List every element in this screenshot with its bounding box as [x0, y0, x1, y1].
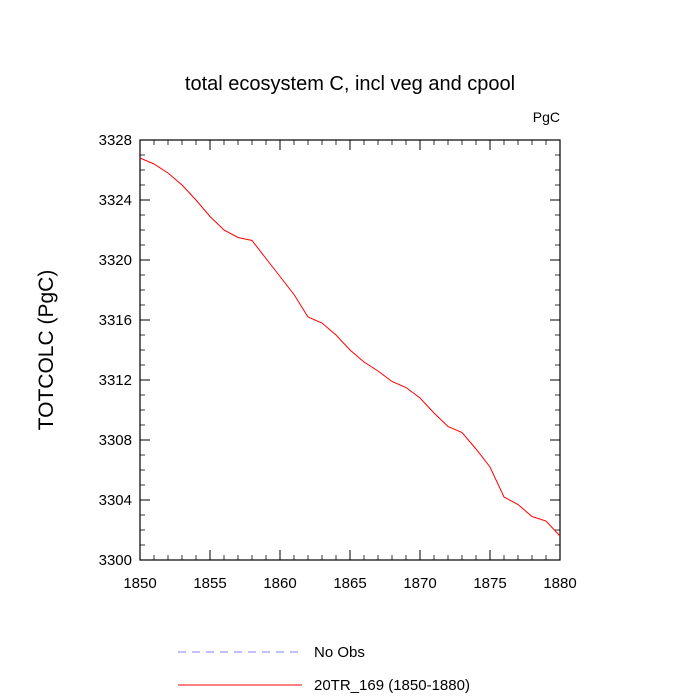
- x-tick-label: 1855: [193, 575, 226, 592]
- x-tick-label: 1865: [333, 575, 366, 592]
- y-tick-label: 3312: [99, 372, 132, 389]
- x-tick-label: 1875: [473, 575, 506, 592]
- y-tick-label: 3308: [99, 432, 132, 449]
- x-tick-label: 1870: [403, 575, 436, 592]
- y-tick-label: 3328: [99, 132, 132, 149]
- series-line-1: [139, 157, 561, 537]
- units-label: PgC: [533, 109, 560, 125]
- plot-area: 1850 1855 1860 1865 1870 1875 1880 3300 3304 3308…: [99, 132, 577, 592]
- chart-title: total ecosystem C, incl veg and cpool: [185, 73, 515, 95]
- y-tick-label: 3316: [99, 312, 132, 329]
- x-tick-label: 1860: [263, 575, 296, 592]
- legend-label-0: No Obs: [314, 644, 365, 661]
- x-tick-label: 1850: [123, 575, 156, 592]
- y-tick-label: 3320: [99, 252, 132, 269]
- y-axis-label: TOTCOLC (PgC): [35, 270, 58, 431]
- y-tick-label: 3324: [99, 192, 132, 209]
- x-tick-label: 1880: [543, 575, 576, 592]
- y-tick-label: 3300: [99, 552, 132, 569]
- legend-label-1: 20TR_169 (1850-1880): [314, 677, 470, 694]
- y-tick-label: 3304: [99, 492, 132, 509]
- legend: No Obs 20TR_169 (1850-1880): [178, 644, 470, 694]
